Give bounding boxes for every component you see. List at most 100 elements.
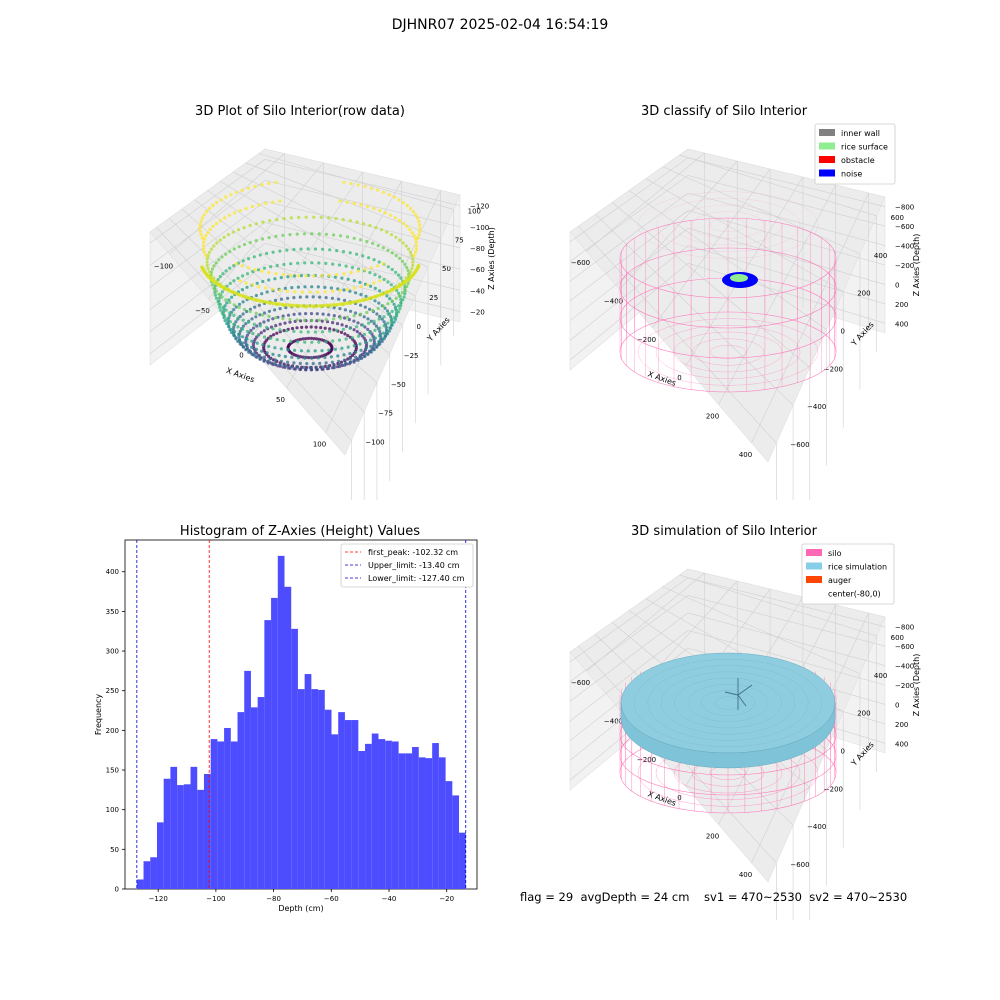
data-point xyxy=(220,311,224,315)
data-point xyxy=(198,223,202,227)
histogram-bar xyxy=(143,861,151,889)
data-point xyxy=(377,260,381,264)
data-point xyxy=(330,360,334,364)
data-point xyxy=(361,298,365,302)
data-point xyxy=(328,329,332,333)
data-point xyxy=(401,241,405,245)
histogram-bar xyxy=(378,739,386,889)
y-tick-label: 200 xyxy=(857,290,870,298)
data-point xyxy=(363,325,367,329)
data-point xyxy=(388,213,393,217)
data-point xyxy=(267,344,271,348)
data-point xyxy=(303,340,307,344)
data-point xyxy=(218,305,222,309)
data-point xyxy=(352,286,356,290)
data-point xyxy=(352,314,356,318)
data-point xyxy=(261,279,265,284)
data-point xyxy=(320,354,324,358)
data-point xyxy=(298,312,302,316)
data-point xyxy=(401,298,405,302)
data-point xyxy=(234,305,238,309)
data-point xyxy=(372,281,376,285)
data-point xyxy=(337,297,341,301)
data-point xyxy=(382,320,386,324)
data-point xyxy=(246,266,251,270)
data-point xyxy=(352,236,356,240)
histogram-bar xyxy=(344,720,352,889)
data-point xyxy=(258,356,262,361)
data-point xyxy=(224,195,228,199)
data-point xyxy=(271,317,275,321)
data-point xyxy=(363,268,367,272)
data-point xyxy=(210,283,215,287)
plot3-histogram: −120 −100 −80 −60 −40 −20 0 50 100 150 200 250 300 35… xyxy=(94,539,478,913)
data-point xyxy=(382,262,386,266)
data-point xyxy=(228,311,232,315)
data-point xyxy=(312,355,316,359)
data-point xyxy=(204,254,208,258)
data-point xyxy=(262,335,267,339)
data-point xyxy=(262,355,267,359)
y-gridline xyxy=(679,574,877,637)
data-point xyxy=(289,273,293,277)
data-point xyxy=(376,306,380,310)
data-point xyxy=(350,353,355,357)
histogram-bar xyxy=(190,766,198,889)
x-axis-label: X Axies xyxy=(646,789,677,808)
data-point xyxy=(202,247,206,251)
data-point xyxy=(410,231,414,235)
histogram-bar xyxy=(311,689,319,889)
y-tick-label: 0 xyxy=(841,328,845,336)
data-point xyxy=(206,267,210,271)
data-point xyxy=(233,330,237,334)
silo-floor-ring xyxy=(709,345,747,359)
data-point xyxy=(271,327,275,331)
data-point xyxy=(254,311,258,315)
x-tick-label: −600 xyxy=(571,259,590,267)
data-point xyxy=(288,233,292,237)
data-point xyxy=(262,311,267,315)
data-point xyxy=(335,322,340,326)
z-axis-label: Z Axies (Depth) xyxy=(912,234,921,297)
rice-mesh xyxy=(701,690,755,716)
rice-surface xyxy=(620,652,836,754)
z-tick-label: −200 xyxy=(895,682,914,690)
data-point xyxy=(378,329,382,333)
data-point xyxy=(401,221,406,226)
data-point xyxy=(313,349,317,353)
data-point xyxy=(301,304,305,308)
z-tick-label: 400 xyxy=(895,320,908,328)
data-point xyxy=(237,305,241,309)
histogram-bar xyxy=(297,689,305,889)
plot1-title: 3D Plot of Silo Interior(row data) xyxy=(195,104,405,119)
data-point xyxy=(241,327,245,331)
data-point xyxy=(206,231,210,235)
legend-label: noise xyxy=(841,170,862,179)
data-point xyxy=(217,292,221,296)
z-tick-label: −80 xyxy=(470,245,485,253)
data-point xyxy=(286,366,291,370)
data-point xyxy=(218,219,222,223)
data-point xyxy=(320,319,324,323)
data-point xyxy=(407,273,411,277)
data-point xyxy=(392,302,396,306)
data-point xyxy=(265,351,269,355)
rice-mesh xyxy=(634,659,822,747)
data-point xyxy=(414,240,418,244)
data-point xyxy=(274,180,278,184)
auger xyxy=(737,694,747,707)
x-tick-label: 100 xyxy=(313,441,326,449)
data-point xyxy=(247,320,251,324)
data-point xyxy=(310,318,314,322)
y-gridline xyxy=(595,213,794,406)
data-point xyxy=(318,361,322,365)
histogram-bar xyxy=(412,747,419,889)
data-point xyxy=(394,235,398,239)
z-gridline xyxy=(149,180,461,266)
data-point xyxy=(396,273,401,277)
data-point xyxy=(411,210,415,214)
data-point xyxy=(222,314,227,318)
data-point xyxy=(317,261,321,265)
data-point xyxy=(342,358,347,362)
data-point xyxy=(414,213,418,217)
